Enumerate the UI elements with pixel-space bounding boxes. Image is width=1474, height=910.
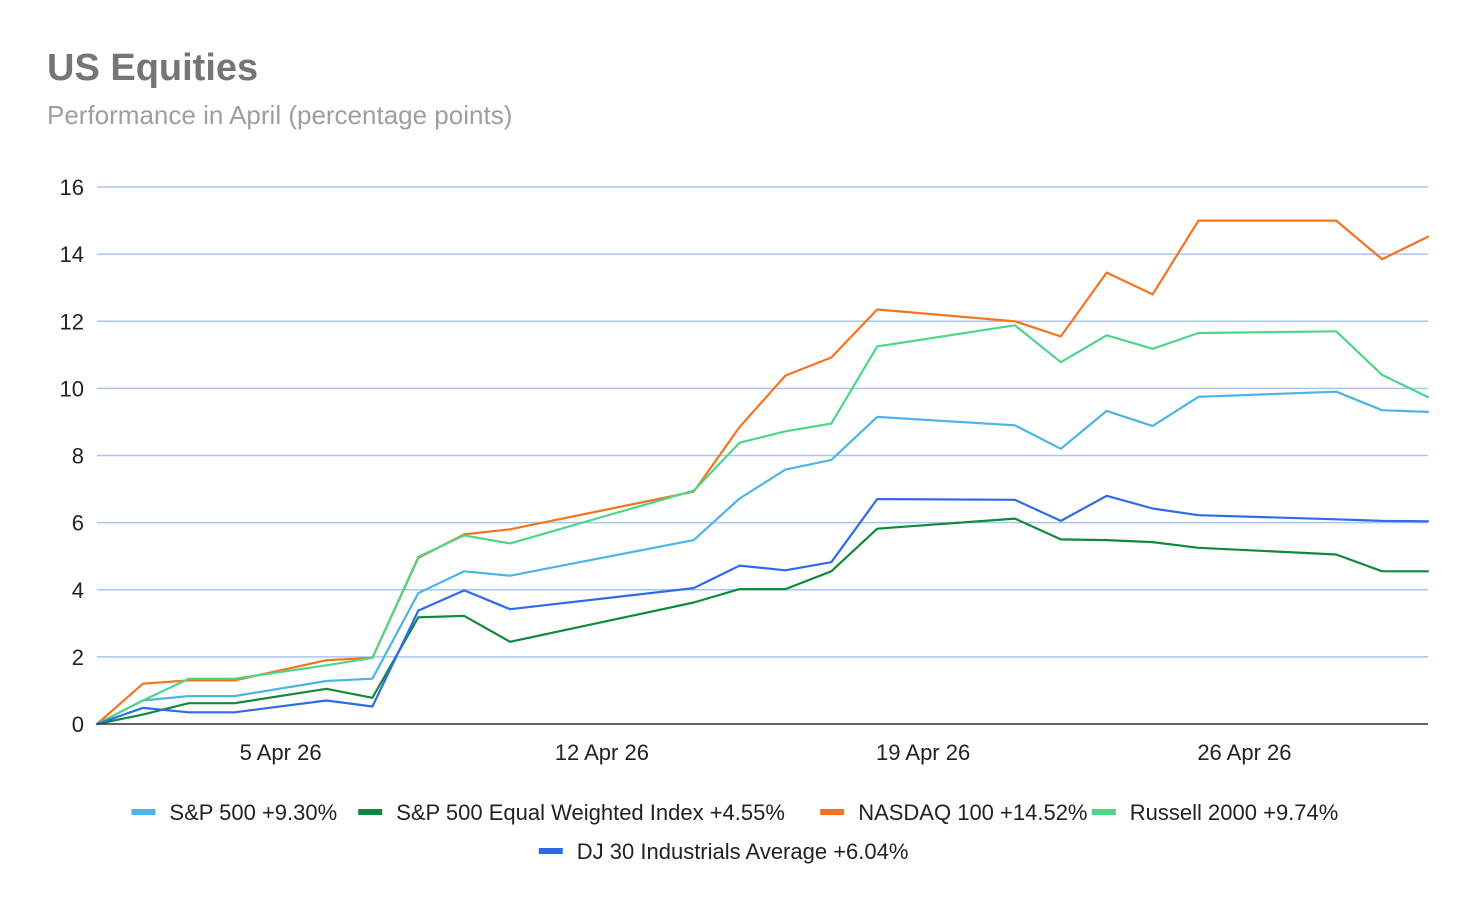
legend-item-3[interactable]: Russell 2000 +9.74% bbox=[1091, 800, 1339, 825]
legend-label: DJ 30 Industrials Average +6.04% bbox=[577, 839, 909, 864]
legend-swatch bbox=[358, 809, 383, 815]
y-tick-label: 12 bbox=[60, 309, 84, 334]
x-axis-ticks: 5 Apr 26 12 Apr 26 19 Apr 26 26 Apr 26 bbox=[240, 740, 1292, 765]
legend-label: NASDAQ 100 +14.52% bbox=[858, 800, 1087, 825]
y-tick-label: 0 bbox=[72, 712, 84, 737]
x-tick-label: 5 Apr 26 bbox=[240, 740, 322, 765]
legend-item-4[interactable]: DJ 30 Industrials Average +6.04% bbox=[538, 839, 909, 864]
y-tick-label: 14 bbox=[60, 242, 84, 267]
y-tick-label: 16 bbox=[60, 175, 84, 200]
series-line-0[interactable] bbox=[95, 390, 1430, 726]
gridlines bbox=[97, 186, 1428, 658]
legend-swatch bbox=[538, 848, 563, 854]
legend[interactable]: S&P 500 +9.30% S&P 500 Equal Weighted Ind… bbox=[131, 800, 1338, 864]
x-tick-label: 26 Apr 26 bbox=[1197, 740, 1291, 765]
legend-swatch bbox=[131, 809, 156, 815]
series-lines bbox=[95, 219, 1430, 726]
legend-item-2[interactable]: NASDAQ 100 +14.52% bbox=[820, 800, 1088, 825]
chart-subtitle: Performance in April (percentage points) bbox=[47, 100, 513, 130]
legend-label: S&P 500 Equal Weighted Index +4.55% bbox=[396, 800, 785, 825]
legend-swatch bbox=[1091, 809, 1116, 815]
legend-item-0[interactable]: S&P 500 +9.30% bbox=[131, 800, 337, 825]
x-tick-label: 12 Apr 26 bbox=[555, 740, 649, 765]
y-tick-label: 6 bbox=[72, 511, 84, 536]
series-line-1[interactable] bbox=[95, 517, 1430, 726]
y-axis-ticks: 0 2 4 6 8 10 12 14 16 bbox=[60, 175, 84, 737]
y-tick-label: 2 bbox=[72, 645, 84, 670]
legend-swatch bbox=[820, 809, 845, 815]
series-line-3[interactable] bbox=[95, 324, 1430, 726]
y-tick-label: 8 bbox=[72, 444, 84, 469]
x-tick-label: 19 Apr 26 bbox=[876, 740, 970, 765]
series-line-4[interactable] bbox=[95, 494, 1430, 726]
y-tick-label: 4 bbox=[72, 578, 84, 603]
series-line-2[interactable] bbox=[95, 219, 1430, 726]
legend-item-1[interactable]: S&P 500 Equal Weighted Index +4.55% bbox=[358, 800, 785, 825]
chart-title: US Equities bbox=[47, 47, 259, 89]
legend-label: S&P 500 +9.30% bbox=[169, 800, 337, 825]
legend-label: Russell 2000 +9.74% bbox=[1130, 800, 1339, 825]
y-tick-label: 10 bbox=[60, 376, 84, 401]
